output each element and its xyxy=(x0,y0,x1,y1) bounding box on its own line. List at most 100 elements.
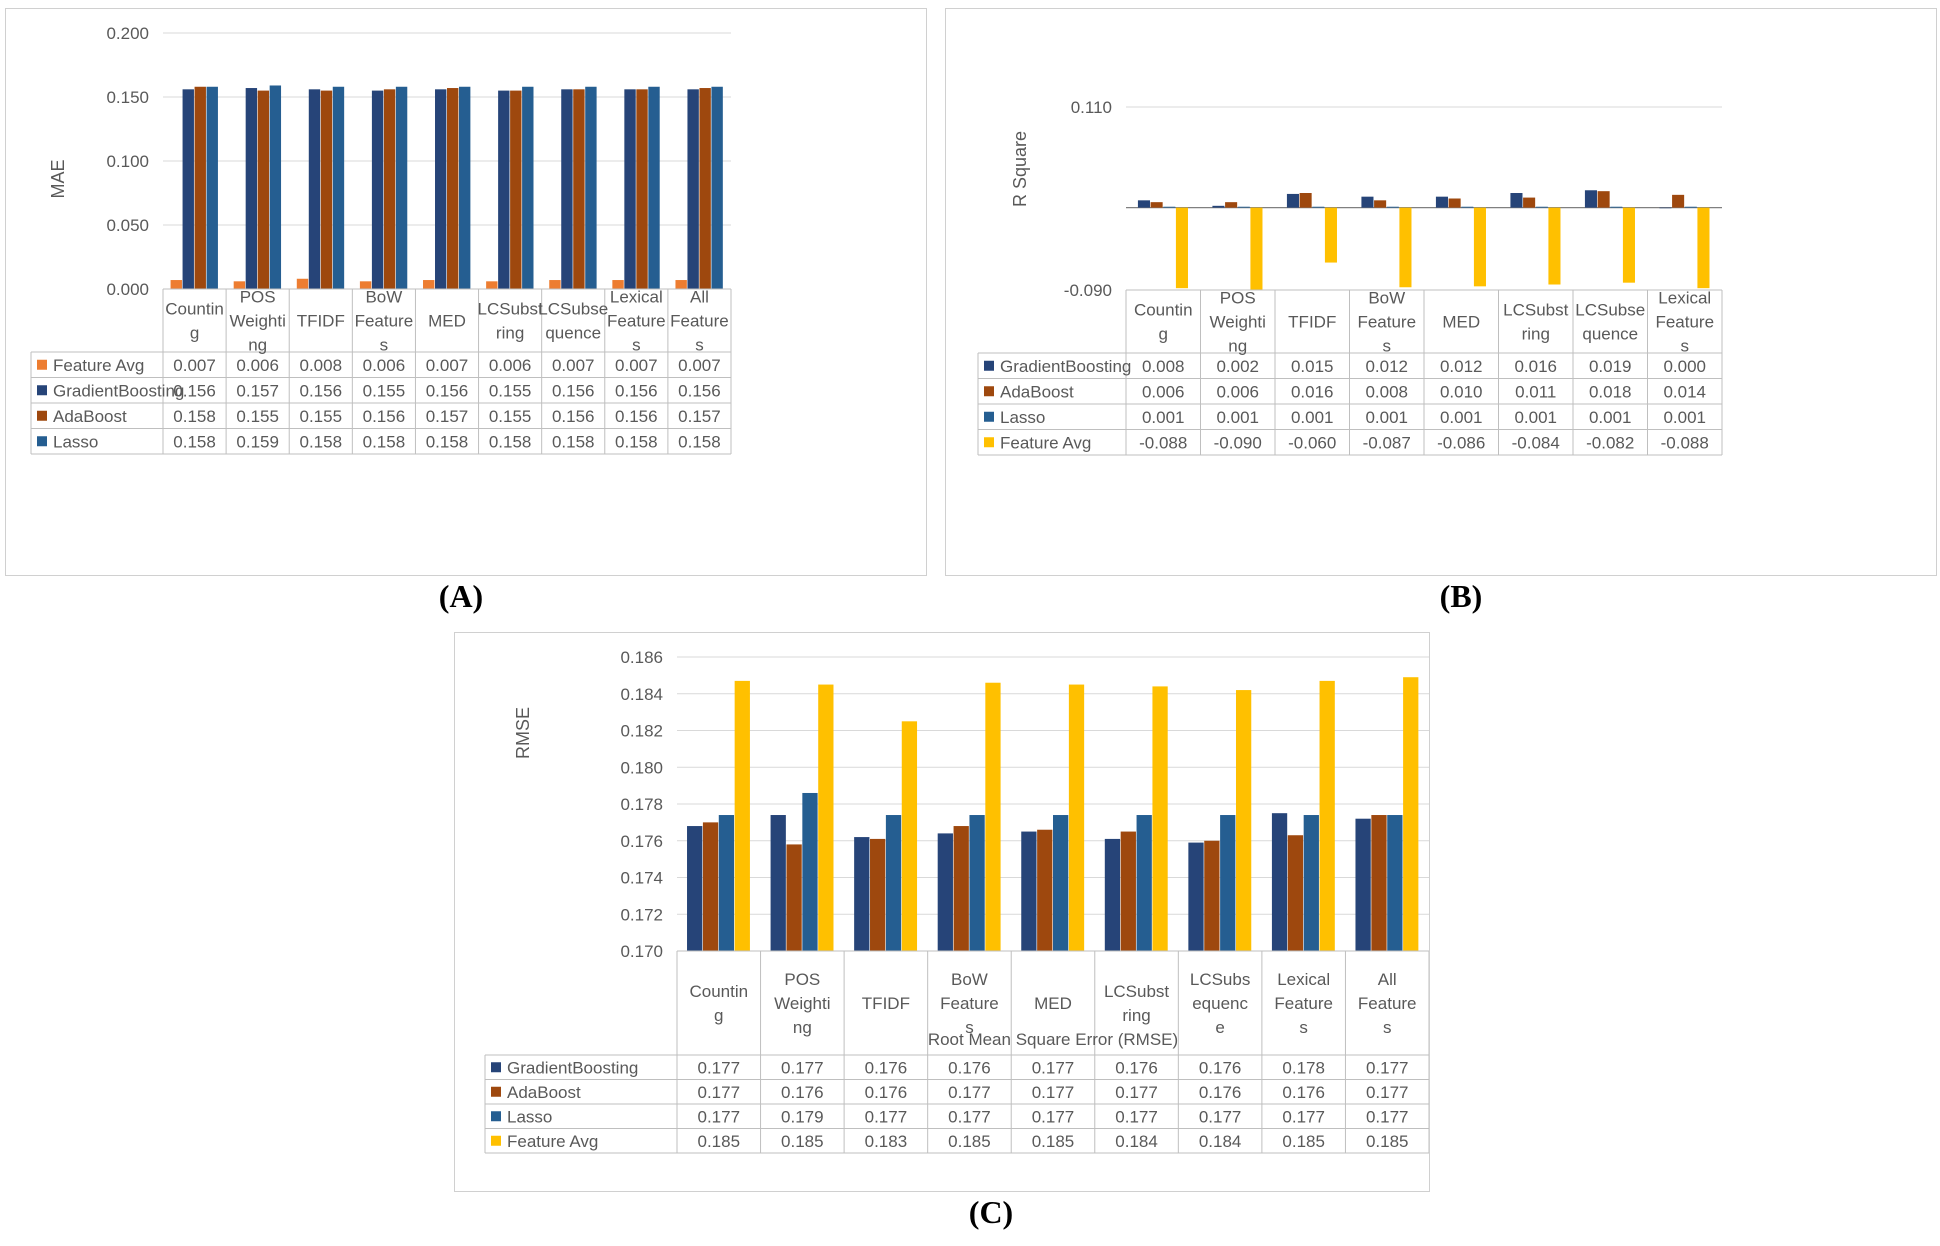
bar-feature-avg-tfidf xyxy=(901,721,918,951)
data-label-lasso-med: 0.158 xyxy=(426,432,469,451)
bar-adaboost-bow-feature-s xyxy=(383,89,396,289)
category-label-lcsubst-ring: LCSubst ring xyxy=(478,300,543,343)
legend-key-gradientboosting xyxy=(984,360,994,371)
data-label-feature-avg-lcsubse-quence: -0.082 xyxy=(1586,433,1634,452)
r-square-chart: -0.090 0.110 R Square Countin g POS Weighti ng T… xyxy=(977,98,1723,456)
data-label-adaboost-pos-weighti-ng: 0.155 xyxy=(236,407,279,426)
bar-adaboost-lexical-feature-s xyxy=(1287,835,1304,951)
bar-adaboost-countin-g xyxy=(1150,202,1163,208)
bar-adaboost-all-feature-s xyxy=(1371,815,1387,951)
bar-lasso-bow-feature-s xyxy=(395,86,408,289)
category-label-countin-g: Countin g xyxy=(1134,301,1193,344)
bar-feature-avg-lcsubse-quence xyxy=(549,280,561,289)
data-label-adaboost-lexical-feature-s: 0.014 xyxy=(1663,382,1706,401)
data-label-adaboost-med: 0.157 xyxy=(426,407,469,426)
data-label-feature-avg-tfidf: 0.008 xyxy=(300,356,343,375)
data-label-lasso-bow-feature-s: 0.177 xyxy=(948,1107,991,1126)
data-label-feature-avg-lcsubs-equenc-e: 0.184 xyxy=(1199,1132,1242,1151)
legend-key-feature-avg xyxy=(37,359,47,370)
bar-lasso-all-feature-s xyxy=(711,86,723,289)
data-label-gradientboosting-tfidf: 0.015 xyxy=(1291,357,1334,376)
legend-label-feature-avg: Feature Avg xyxy=(1000,433,1091,452)
bar-feature-avg-bow-feature-s xyxy=(985,682,1001,951)
data-label-feature-avg-med: -0.086 xyxy=(1437,433,1485,452)
bar-lasso-countin-g xyxy=(206,86,218,289)
caption-c: (C) xyxy=(968,1194,1014,1230)
bar-gradientboosting-lcsubst-ring xyxy=(1510,193,1523,208)
data-label-gradientboosting-lexical-feature-s: 0.156 xyxy=(615,381,658,400)
data-label-feature-avg-med: 0.007 xyxy=(426,356,469,375)
bar-feature-avg-pos-weighti-ng xyxy=(1250,207,1263,290)
legend-key-gradientboosting xyxy=(37,385,47,396)
bar-adaboost-med xyxy=(447,88,459,289)
category-label-med: MED xyxy=(1034,994,1072,1013)
data-label-adaboost-lcsubs-equenc-e: 0.176 xyxy=(1199,1083,1242,1102)
bar-gradientboosting-tfidf xyxy=(854,837,870,951)
data-label-lasso-tfidf: 0.001 xyxy=(1291,408,1334,427)
legend-label-lasso: Lasso xyxy=(53,432,98,451)
data-label-lasso-lcsubst-ring: 0.001 xyxy=(1514,408,1557,427)
data-label-feature-avg-countin-g: 0.185 xyxy=(698,1132,741,1151)
bar-feature-avg-lcsubs-equenc-e xyxy=(1235,690,1252,951)
data-label-gradientboosting-lcsubs-equenc-e: 0.176 xyxy=(1199,1058,1242,1077)
data-label-gradientboosting-lcsubse-quence: 0.019 xyxy=(1589,357,1632,376)
bar-adaboost-tfidf xyxy=(870,838,886,951)
bar-feature-avg-all-feature-s xyxy=(1403,677,1419,951)
data-label-lasso-lcsubs-equenc-e: 0.177 xyxy=(1199,1107,1242,1126)
bar-lasso-lexical-feature-s xyxy=(1303,815,1319,951)
data-label-adaboost-lexical-feature-s: 0.176 xyxy=(1282,1083,1325,1102)
bar-feature-avg-lcsubse-quence xyxy=(1622,207,1635,283)
caption-b: (B) xyxy=(1439,578,1483,614)
y-tick-label: 0.180 xyxy=(620,758,663,777)
bar-feature-avg-pos-weighti-ng xyxy=(818,684,834,951)
data-label-lasso-bow-feature-s: 0.001 xyxy=(1365,408,1408,427)
legend-key-gradientboosting xyxy=(491,1062,501,1073)
bar-gradientboosting-med xyxy=(1435,196,1448,208)
y-tick-label: -0.090 xyxy=(1064,281,1112,300)
bar-feature-avg-med xyxy=(1473,207,1486,287)
data-label-adaboost-med: 0.010 xyxy=(1440,382,1483,401)
bar-lasso-lexical-feature-s xyxy=(1684,206,1697,208)
bar-adaboost-pos-weighti-ng xyxy=(786,844,802,951)
category-label-countin-g: Countin g xyxy=(165,300,224,343)
data-label-lasso-med: 0.177 xyxy=(1032,1107,1075,1126)
data-label-gradientboosting-lcsubst-ring: 0.016 xyxy=(1514,357,1557,376)
category-label-all-feature-s: All Feature s xyxy=(670,288,729,355)
bar-feature-avg-med xyxy=(423,280,435,289)
data-label-adaboost-pos-weighti-ng: 0.006 xyxy=(1216,382,1259,401)
y-tick-label: 0.174 xyxy=(620,869,663,888)
y-tick-label: 0.176 xyxy=(620,832,663,851)
legend-label-gradientboosting: GradientBoosting xyxy=(507,1058,638,1077)
bar-lasso-countin-g xyxy=(1163,206,1176,208)
bar-gradientboosting-bow-feature-s xyxy=(1361,196,1374,208)
bar-gradientboosting-lcsubst-ring xyxy=(1104,838,1121,951)
category-label-lcsubse-quence: LCSubse quence xyxy=(538,300,608,343)
data-label-lasso-countin-g: 0.158 xyxy=(173,432,216,451)
y-tick-label: 0.178 xyxy=(620,795,663,814)
data-label-gradientboosting-all-feature-s: 0.177 xyxy=(1366,1058,1409,1077)
data-label-adaboost-countin-g: 0.177 xyxy=(698,1083,741,1102)
legend-key-lasso xyxy=(984,411,994,422)
bar-lasso-pos-weighti-ng xyxy=(802,792,818,951)
data-label-adaboost-lcsubse-quence: 0.018 xyxy=(1589,382,1632,401)
legend-label-adaboost: AdaBoost xyxy=(507,1083,581,1102)
data-label-gradientboosting-lcsubst-ring: 0.155 xyxy=(489,381,532,400)
data-label-gradientboosting-lexical-feature-s: 0.178 xyxy=(1282,1058,1325,1077)
y-tick-label: 0.150 xyxy=(106,88,149,107)
category-label-med: MED xyxy=(1442,313,1480,332)
bar-gradientboosting-bow-feature-s xyxy=(937,833,953,951)
category-label-tfidf: TFIDF xyxy=(862,994,910,1013)
bar-lasso-lexical-feature-s xyxy=(648,86,660,289)
bar-feature-avg-lcsubst-ring xyxy=(1152,686,1168,951)
bar-feature-avg-lcsubst-ring xyxy=(1548,207,1561,285)
category-label-bow-feature-s: BoW Feature s xyxy=(1357,289,1416,356)
bar-feature-avg-countin-g xyxy=(170,280,182,289)
bar-lasso-pos-weighti-ng xyxy=(1237,206,1250,208)
data-label-feature-avg-pos-weighti-ng: 0.006 xyxy=(236,356,279,375)
data-label-gradientboosting-pos-weighti-ng: 0.002 xyxy=(1216,357,1259,376)
data-label-lasso-lexical-feature-s: 0.001 xyxy=(1663,408,1706,427)
bar-adaboost-lexical-feature-s xyxy=(1672,194,1685,208)
bar-gradientboosting-med xyxy=(435,89,447,289)
data-label-feature-avg-lexical-feature-s: 0.007 xyxy=(615,356,658,375)
